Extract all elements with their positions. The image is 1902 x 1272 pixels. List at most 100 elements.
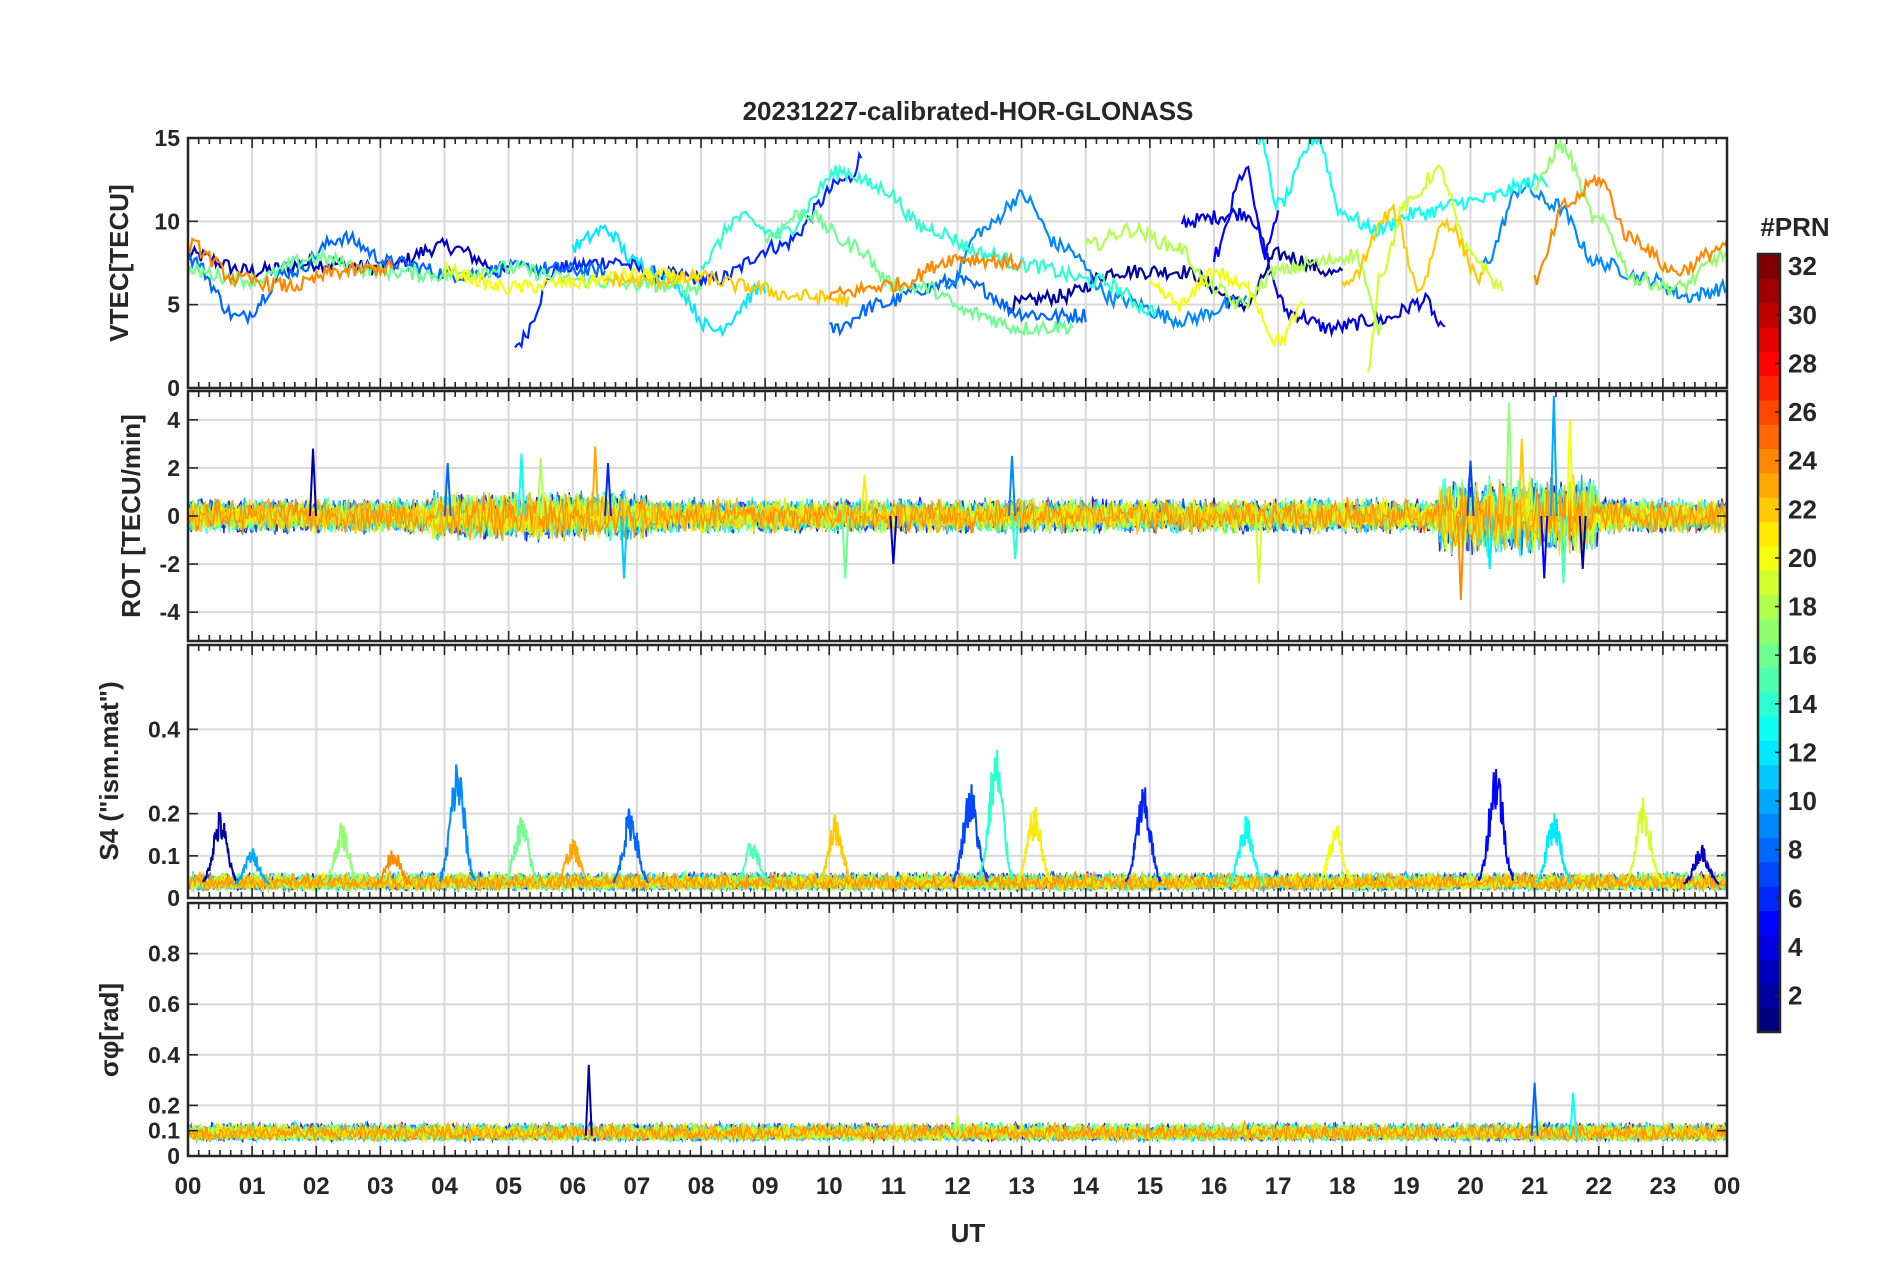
colorbar-tick-label: 4 [1788, 932, 1803, 962]
spike-mark [517, 453, 526, 517]
s4-peak [612, 808, 649, 884]
x-tick-label: 22 [1585, 1173, 1612, 1200]
colorbar-tick-label: 20 [1788, 543, 1817, 573]
series-line-prn-24 [1533, 173, 1727, 286]
series-line-prn-19 [1366, 164, 1504, 373]
x-tick-label: 10 [816, 1173, 843, 1200]
colorbar-band [1758, 910, 1780, 936]
y-tick-label: 15 [154, 125, 180, 151]
x-tick-label: 06 [559, 1173, 586, 1200]
colorbar-tick-label: 24 [1788, 446, 1817, 476]
series-line-prn-22 [604, 267, 850, 307]
spike-mark [1008, 455, 1017, 517]
series-line-prn-5 [1212, 165, 1280, 263]
series-line-prn-8 [829, 269, 1087, 337]
colorbar-band [1758, 278, 1780, 304]
noise-trace-prn-21 [188, 481, 1727, 548]
y-tick-label: 0 [167, 503, 180, 529]
colorbar-band [1758, 351, 1780, 377]
spike-mark [1011, 515, 1020, 560]
colorbar-tick-label: 28 [1788, 348, 1817, 378]
noise-trace-prn-24 [188, 868, 1727, 894]
spike-mark [1540, 515, 1549, 579]
colorbar-band [1758, 302, 1780, 328]
spike-mark [1456, 515, 1465, 601]
x-tick-label: 19 [1393, 1173, 1420, 1200]
series-line-prn-18 [1084, 220, 1382, 336]
colorbar-title: #PRN [1760, 212, 1829, 242]
x-tick-label: 17 [1265, 1173, 1292, 1200]
y-tick-label: 0.1 [148, 1118, 180, 1144]
colorbar-tick-label: 30 [1788, 300, 1817, 330]
y-tick-label: 10 [154, 208, 180, 234]
x-tick-label: 08 [688, 1173, 715, 1200]
s4-peak [1317, 823, 1355, 884]
s4-peak [503, 817, 540, 884]
series-line-prn-13 [1257, 138, 1549, 239]
s4-peak [1683, 844, 1720, 886]
colorbar-tick-label: 10 [1788, 786, 1817, 816]
colorbar-band [1758, 934, 1780, 960]
y-tick-label: 0.2 [148, 801, 180, 827]
colorbar-band [1758, 545, 1780, 571]
s4-peak [977, 749, 1015, 882]
y-axis-label: VTEC[TECU] [104, 184, 134, 341]
y-tick-label: 0.4 [148, 1042, 180, 1068]
colorbar-band [1758, 375, 1780, 401]
spike-mark [889, 515, 898, 565]
y-tick-label: 0 [167, 375, 180, 401]
spike-mark [1565, 419, 1574, 517]
series-line-prn-12 [571, 223, 767, 338]
colorbar-band [1758, 254, 1780, 279]
colorbar-band [1758, 886, 1780, 912]
spike-mark [620, 515, 629, 579]
colorbar-band [1758, 497, 1780, 523]
chart-title: 20231227-calibrated-HOR-GLONASS [743, 96, 1194, 126]
x-tick-label: 04 [431, 1173, 458, 1200]
y-tick-label: 0.4 [148, 716, 180, 742]
s4-peak [233, 848, 271, 886]
spike-mark [1549, 395, 1558, 517]
x-tick-label: 20 [1457, 1173, 1484, 1200]
x-tick-label: 12 [944, 1173, 971, 1200]
series-line-prn-24 [188, 237, 394, 293]
colorbar-band [1758, 813, 1780, 839]
colorbar-band [1758, 643, 1780, 668]
x-tick-label: 18 [1329, 1173, 1356, 1200]
colorbar-band [1758, 594, 1780, 620]
spike-mark [309, 448, 318, 517]
colorbar-band [1758, 1007, 1780, 1033]
y-tick-label: 0.1 [148, 843, 180, 869]
s4-peak [1477, 768, 1515, 882]
x-tick-label: 16 [1201, 1173, 1228, 1200]
colorbar-tick-label: 8 [1788, 835, 1802, 865]
colorbar-frame [1756, 252, 1782, 1034]
x-tick-label: 21 [1521, 1173, 1548, 1200]
spike-mark [1504, 402, 1513, 517]
x-tick-label: 05 [495, 1173, 522, 1200]
noise-trace-prn-24 [188, 477, 1727, 548]
colorbar-band [1758, 570, 1780, 595]
y-axis-label: S4 ("ism.mat") [94, 681, 124, 860]
spike-mark [953, 1115, 962, 1136]
s4-peak [734, 841, 771, 885]
x-tick-label: 00 [1714, 1173, 1741, 1200]
y-tick-label: 0 [167, 885, 180, 911]
x-tick-label: 23 [1650, 1173, 1677, 1200]
series-line-prn-20 [1149, 266, 1305, 349]
s4-peak [323, 822, 361, 886]
spike-mark [443, 463, 452, 517]
colorbar-band [1758, 424, 1780, 450]
s4-peak [1124, 787, 1162, 885]
x-axis-ticks: 00 01 02 03 04 05 06 07 08 09 10 11 12 13 14 15 16 17 18 19… [175, 1173, 1741, 1200]
s4-peak [817, 814, 855, 886]
s4-peak [438, 764, 476, 884]
x-tick-label: 09 [752, 1173, 779, 1200]
noise-trace-prn-24 [188, 1119, 1727, 1143]
minor-ticks [187, 391, 1728, 641]
x-tick-label: 00 [175, 1173, 202, 1200]
minor-ticks [187, 138, 1728, 388]
y-tick-label: -2 [160, 551, 180, 577]
x-axis-label: UT [951, 1218, 986, 1248]
